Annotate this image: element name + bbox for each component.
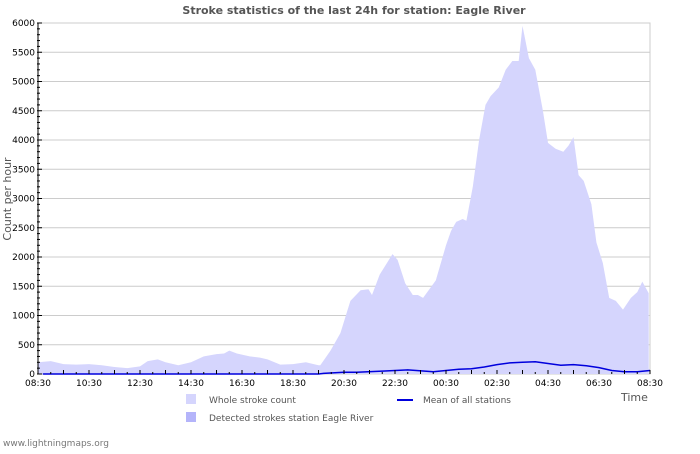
x-tick-label: 00:30 xyxy=(433,379,459,389)
legend: Whole stroke count Detected strokes stat… xyxy=(186,394,511,424)
mean-point xyxy=(496,364,498,366)
x-tick-label: 06:30 xyxy=(586,379,612,389)
x-tick-label: 08:30 xyxy=(25,379,51,389)
y-tick-label: 0 xyxy=(29,370,35,380)
legend-label-detected: Detected strokes station Eagle River xyxy=(209,414,374,424)
mean-point xyxy=(381,370,383,372)
mean-point xyxy=(560,364,562,366)
mean-point xyxy=(636,371,638,373)
legend-swatch-detected xyxy=(186,412,196,422)
legend-label-mean: Mean of all stations xyxy=(423,396,511,406)
x-tick-label: 08:30 xyxy=(637,379,663,389)
mean-point xyxy=(55,373,57,375)
y-axis-label: Count per hour xyxy=(1,157,14,241)
y-tick-label: 3000 xyxy=(12,195,35,205)
mean-point xyxy=(323,372,325,374)
mean-point xyxy=(170,373,172,375)
mean-point xyxy=(231,373,233,375)
y-tick-label: 1500 xyxy=(12,282,35,292)
x-tick-label: 18:30 xyxy=(280,379,306,389)
y-tick-label: 1000 xyxy=(12,312,35,322)
legend-label-whole: Whole stroke count xyxy=(209,396,296,406)
y-tick-label: 500 xyxy=(18,341,35,351)
x-tick-label: 16:30 xyxy=(229,379,255,389)
mean-point xyxy=(573,364,574,366)
mean-point xyxy=(547,362,549,364)
y-tick-label: 3500 xyxy=(12,165,35,175)
y-tick-label: 5000 xyxy=(12,78,35,88)
area-series-0 xyxy=(38,25,649,375)
y-tick-label: 4500 xyxy=(12,107,35,117)
legend-swatch-whole xyxy=(186,394,196,404)
x-axis-label: Time xyxy=(620,391,648,404)
mean-point xyxy=(42,373,44,375)
x-tick-label: 12:30 xyxy=(127,379,153,389)
mean-point xyxy=(458,368,460,370)
mean-point xyxy=(598,367,600,369)
y-tick-label: 6000 xyxy=(12,19,35,29)
footer-credit: www.lightningmaps.org xyxy=(3,439,109,449)
y-tick-label: 2500 xyxy=(12,224,35,234)
x-tick-label: 04:30 xyxy=(535,379,561,389)
x-tick-label: 14:30 xyxy=(178,379,204,389)
x-tick-label: 02:30 xyxy=(484,379,510,389)
mean-point xyxy=(509,362,511,364)
mean-point xyxy=(611,369,613,371)
y-tick-label: 2000 xyxy=(12,253,35,263)
mean-point xyxy=(585,365,587,367)
mean-point xyxy=(483,366,485,368)
mean-point xyxy=(144,373,146,375)
mean-point xyxy=(407,369,409,371)
mean-point xyxy=(432,371,434,373)
mean-point xyxy=(534,361,536,363)
x-tick-label: 20:30 xyxy=(331,379,357,389)
x-tick-label: 10:30 xyxy=(76,379,102,389)
y-tick-label: 5500 xyxy=(12,48,35,58)
chart-title: Stroke statistics of the last 24h for st… xyxy=(182,4,526,17)
x-tick-label: 22:30 xyxy=(382,379,408,389)
mean-point xyxy=(471,368,472,370)
mean-point xyxy=(522,361,523,363)
y-tick-label: 4000 xyxy=(12,136,35,146)
